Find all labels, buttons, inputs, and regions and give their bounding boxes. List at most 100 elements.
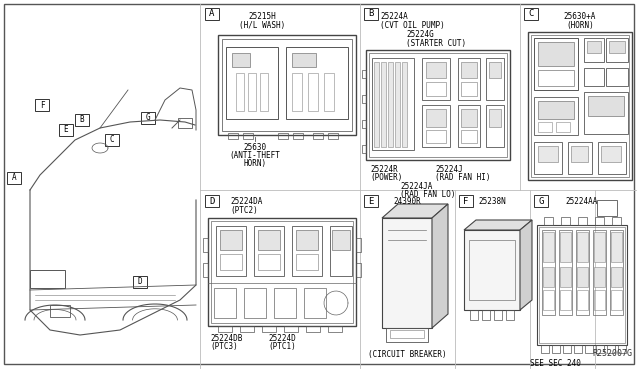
Text: 25224D: 25224D bbox=[268, 334, 296, 343]
Bar bbox=[469, 240, 515, 300]
Text: 25630+A: 25630+A bbox=[564, 12, 596, 21]
Bar bbox=[537, 225, 627, 345]
Bar bbox=[220, 254, 242, 270]
Bar bbox=[203, 238, 208, 252]
Text: (RAD FAN HI): (RAD FAN HI) bbox=[435, 173, 490, 182]
Bar bbox=[538, 101, 574, 119]
Bar bbox=[560, 267, 571, 287]
Bar bbox=[386, 328, 428, 342]
Bar bbox=[304, 288, 326, 318]
Text: (PTC2): (PTC2) bbox=[230, 206, 258, 215]
Bar bbox=[240, 326, 254, 332]
Bar bbox=[364, 195, 378, 207]
Bar bbox=[395, 62, 400, 147]
Bar bbox=[75, 114, 89, 126]
Bar bbox=[274, 288, 296, 318]
Bar bbox=[578, 217, 587, 225]
Text: A: A bbox=[209, 10, 214, 19]
Text: 25238N: 25238N bbox=[478, 197, 506, 206]
Bar bbox=[486, 58, 504, 100]
Bar bbox=[543, 232, 554, 262]
Text: (RAD FAN LO): (RAD FAN LO) bbox=[400, 190, 456, 199]
Bar bbox=[464, 230, 520, 310]
Bar bbox=[534, 97, 578, 135]
Bar bbox=[506, 310, 514, 320]
Bar bbox=[556, 122, 570, 132]
Bar bbox=[560, 232, 571, 262]
Text: E: E bbox=[368, 196, 374, 205]
Text: 25224JA: 25224JA bbox=[400, 182, 433, 191]
Bar bbox=[35, 99, 49, 111]
Bar bbox=[208, 218, 356, 326]
Text: D: D bbox=[138, 278, 142, 286]
Bar bbox=[539, 227, 625, 343]
Text: G: G bbox=[538, 196, 544, 205]
Bar bbox=[286, 47, 348, 119]
Bar bbox=[426, 109, 446, 127]
Bar bbox=[426, 82, 446, 96]
Bar bbox=[601, 146, 621, 162]
Bar bbox=[482, 310, 490, 320]
Text: R252007G: R252007G bbox=[592, 349, 632, 358]
Text: 25215H: 25215H bbox=[248, 12, 276, 21]
Bar bbox=[610, 230, 623, 315]
Text: D: D bbox=[209, 196, 214, 205]
Bar bbox=[328, 133, 338, 139]
Bar bbox=[7, 172, 21, 184]
Bar bbox=[260, 73, 268, 111]
Bar bbox=[461, 109, 477, 127]
Bar bbox=[538, 146, 558, 162]
Bar bbox=[577, 267, 588, 287]
Bar bbox=[422, 105, 450, 147]
Bar bbox=[588, 96, 624, 116]
Bar bbox=[534, 142, 562, 174]
Bar bbox=[362, 95, 366, 103]
Bar bbox=[390, 330, 424, 338]
Bar bbox=[306, 326, 320, 332]
Polygon shape bbox=[382, 204, 448, 218]
Text: (POWER): (POWER) bbox=[370, 173, 403, 182]
Bar bbox=[560, 290, 571, 310]
Bar bbox=[494, 310, 502, 320]
Bar bbox=[611, 232, 622, 262]
Bar bbox=[470, 310, 478, 320]
Text: (ANTI-THEFT: (ANTI-THEFT bbox=[230, 151, 280, 160]
Bar bbox=[534, 195, 548, 207]
Bar bbox=[388, 62, 393, 147]
Bar bbox=[426, 130, 446, 143]
Bar bbox=[244, 288, 266, 318]
Bar bbox=[362, 145, 366, 153]
Text: E: E bbox=[64, 125, 68, 135]
Text: 25224R: 25224R bbox=[370, 165, 397, 174]
Bar bbox=[594, 290, 605, 310]
Bar bbox=[611, 290, 622, 310]
Text: 25224J: 25224J bbox=[435, 165, 463, 174]
Bar bbox=[594, 232, 605, 262]
Bar bbox=[226, 47, 278, 119]
Bar bbox=[458, 58, 480, 100]
Bar bbox=[534, 38, 578, 90]
Bar bbox=[611, 267, 622, 287]
Text: C: C bbox=[109, 135, 115, 144]
Bar bbox=[211, 221, 353, 323]
Bar bbox=[541, 345, 549, 353]
Text: HORN): HORN) bbox=[243, 159, 267, 168]
Bar bbox=[292, 73, 302, 111]
Text: (CIRCUIT BREAKER): (CIRCUIT BREAKER) bbox=[368, 350, 446, 359]
Bar bbox=[606, 38, 628, 62]
Bar bbox=[596, 345, 604, 353]
Bar bbox=[609, 41, 625, 53]
Bar bbox=[362, 120, 366, 128]
Bar bbox=[402, 62, 407, 147]
Text: (STARTER CUT): (STARTER CUT) bbox=[406, 39, 466, 48]
Bar bbox=[178, 118, 192, 128]
Bar bbox=[426, 62, 446, 78]
Polygon shape bbox=[432, 204, 448, 328]
Bar bbox=[531, 35, 629, 177]
Bar bbox=[606, 68, 628, 86]
Text: F: F bbox=[40, 100, 44, 109]
Bar bbox=[594, 267, 605, 287]
Bar bbox=[356, 238, 361, 252]
Bar bbox=[584, 38, 604, 62]
Bar bbox=[577, 232, 588, 262]
